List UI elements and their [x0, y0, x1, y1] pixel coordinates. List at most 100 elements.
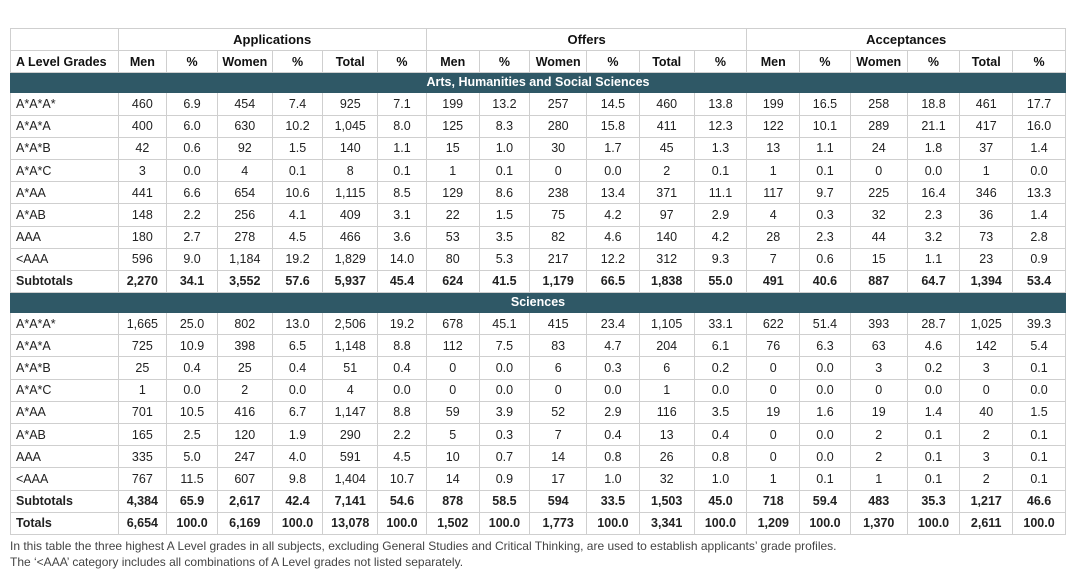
- table-cell: 16.4: [906, 181, 961, 205]
- table-cell: 6.9: [166, 92, 218, 116]
- totals-row: Totals 6,654 100.0 6,169 100.0 13,078 100.0 1,5…: [10, 511, 1066, 535]
- note-grade-profile: In this table the three highest A Level …: [10, 539, 837, 553]
- grade-table-container: Applications Offers Acceptances A Level …: [10, 27, 1066, 535]
- table-cell: 1: [746, 467, 801, 491]
- table-cell: 441: [117, 181, 168, 205]
- table-cell: 607: [216, 467, 273, 491]
- table-cell: 4: [322, 378, 379, 402]
- table-cell: 6.6: [166, 181, 218, 205]
- table-cell: 1: [117, 378, 168, 402]
- table-cell: 2.8: [1012, 225, 1066, 249]
- table-cell: 44: [849, 225, 908, 249]
- table-cell: 1.4: [1012, 136, 1066, 160]
- table-cell: 34.1: [166, 269, 218, 294]
- table-cell: 3,552: [216, 269, 273, 294]
- table-cell: 371: [638, 181, 695, 205]
- table-cell: 2: [849, 445, 908, 469]
- table-cell: 25: [117, 356, 168, 380]
- table-cell: 39.3: [1012, 312, 1066, 336]
- table-cell: 1,370: [849, 511, 908, 535]
- table-cell: 1: [959, 158, 1014, 183]
- section-title: Arts, Humanities and Social Sciences: [10, 72, 1066, 94]
- table-cell: 1,503: [638, 489, 695, 513]
- column-header: Women: [216, 50, 273, 74]
- table-cell: 0.1: [1012, 356, 1066, 380]
- table-cell: 6.5: [271, 334, 324, 358]
- table-cell: 10.6: [271, 181, 324, 205]
- table-cell: 40: [959, 400, 1014, 425]
- table-cell: 0.4: [377, 356, 427, 380]
- table-cell: 415: [529, 312, 588, 336]
- table-cell: 19: [849, 400, 908, 425]
- row-label: A*A*A: [10, 334, 119, 358]
- table-cell: 13.2: [478, 92, 531, 116]
- table-cell: 100.0: [271, 511, 324, 535]
- table-cell: 0.0: [799, 422, 851, 447]
- table-cell: 82: [529, 225, 588, 249]
- table-cell: 199: [746, 92, 801, 116]
- table-cell: 1.6: [799, 400, 851, 425]
- table-cell: 51.4: [799, 312, 851, 336]
- subtotal-row: Subtotals 2,270 34.1 3,552 57.6 5,937 45.4 624 4…: [10, 269, 1066, 294]
- table-cell: 8: [322, 158, 379, 183]
- table-cell: 30: [529, 136, 588, 160]
- table-cell: 335: [117, 445, 168, 469]
- table-cell: 9.8: [271, 467, 324, 491]
- table-cell: 40.6: [799, 269, 851, 294]
- table-row: A*A*A 400 6.0 630 10.2 1,045 8.0 125 8.3 280 15.8 4…: [10, 114, 1066, 138]
- table-cell: 6: [529, 356, 588, 380]
- table-cell: 1,179: [529, 269, 588, 294]
- table-cell: 1: [425, 158, 480, 183]
- table-cell: 19.2: [377, 312, 427, 336]
- table-cell: 289: [849, 114, 908, 138]
- table-cell: 4.2: [586, 203, 640, 227]
- table-cell: 0.1: [1012, 445, 1066, 469]
- table-cell: 1.0: [586, 467, 640, 491]
- table-cell: 1.5: [271, 136, 324, 160]
- table-cell: 0.1: [906, 445, 961, 469]
- table-cell: 75: [529, 203, 588, 227]
- table-cell: 199: [425, 92, 480, 116]
- table-cell: 400: [117, 114, 168, 138]
- table-cell: 411: [638, 114, 695, 138]
- table-cell: 7.4: [271, 92, 324, 116]
- table-cell: 65.9: [166, 489, 218, 513]
- table-cell: 6.7: [271, 400, 324, 425]
- table-cell: 16.5: [799, 92, 851, 116]
- table-cell: 460: [117, 92, 168, 116]
- table-body: Arts, Humanities and Social Sciences A*A*…: [10, 72, 1066, 535]
- table-cell: 624: [425, 269, 480, 294]
- table-cell: 55.0: [693, 269, 748, 294]
- table-cell: 25: [216, 356, 273, 380]
- table-cell: 45: [638, 136, 695, 160]
- row-label: A*A*C: [10, 378, 119, 402]
- row-label: Totals: [10, 511, 119, 535]
- table-cell: 238: [529, 181, 588, 205]
- table-cell: 0: [746, 422, 801, 447]
- table-cell: 460: [638, 92, 695, 116]
- table-cell: 9.3: [693, 247, 748, 271]
- table-cell: 1.0: [478, 136, 531, 160]
- table-cell: 10.9: [166, 334, 218, 358]
- table-cell: 0.1: [1012, 467, 1066, 491]
- table-cell: 6.3: [799, 334, 851, 358]
- table-cell: 7.5: [478, 334, 531, 358]
- table-cell: 45.1: [478, 312, 531, 336]
- table-cell: 1,773: [529, 511, 588, 535]
- table-cell: 3.6: [377, 225, 427, 249]
- table-cell: 0.1: [906, 467, 961, 491]
- table-cell: 2.9: [693, 203, 748, 227]
- table-cell: 9.7: [799, 181, 851, 205]
- table-cell: 2: [216, 378, 273, 402]
- table-cell: 33.5: [586, 489, 640, 513]
- table-cell: 3: [959, 445, 1014, 469]
- table-cell: 346: [959, 181, 1014, 205]
- table-cell: 8.0: [377, 114, 427, 138]
- table-cell: 35.3: [906, 489, 961, 513]
- table-cell: 12.2: [586, 247, 640, 271]
- table-cell: 2: [849, 422, 908, 447]
- table-cell: 100.0: [799, 511, 851, 535]
- table-cell: 3.9: [478, 400, 531, 425]
- table-cell: 622: [746, 312, 801, 336]
- row-label: Subtotals: [10, 269, 119, 294]
